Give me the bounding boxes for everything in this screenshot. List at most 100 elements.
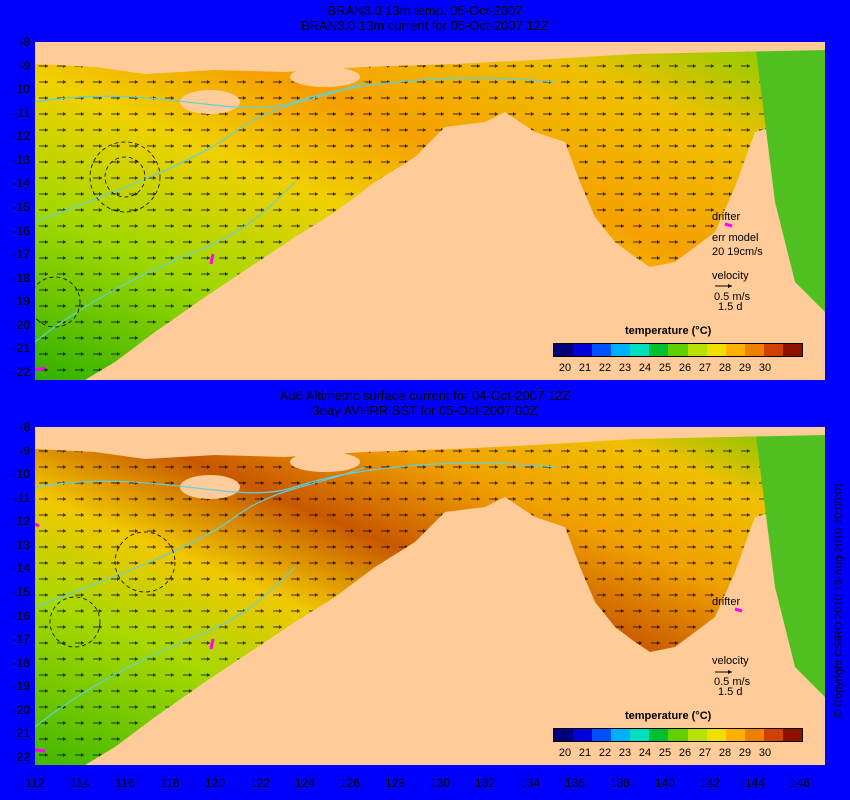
y-tick-label: -16 xyxy=(12,608,30,623)
y-tick-label: -21 xyxy=(12,726,30,741)
y-tick-label: -14 xyxy=(12,176,30,191)
x-tick-label: 120 xyxy=(204,776,226,790)
copyright-text: © Copyright CSIRO 2010 13-Aug-2010 20:05… xyxy=(833,481,846,719)
bottom-map-svg xyxy=(35,427,825,765)
depth-contour xyxy=(35,466,366,608)
northern-islands xyxy=(35,42,825,74)
velocity-scale: 0.5 m/s xyxy=(714,676,751,688)
err-value: 20 19cm/s xyxy=(712,246,763,258)
colorbar-tick-label: 22 xyxy=(598,362,612,374)
colorbar-segment xyxy=(687,344,707,356)
y-tick-label: -10 xyxy=(12,82,30,97)
y-tick-label: -13 xyxy=(12,152,30,167)
colorbar-tick-label: 20 xyxy=(558,747,572,759)
colorbar-segment xyxy=(554,729,574,741)
y-tick-label: -18 xyxy=(12,655,30,670)
x-tick-label: 132 xyxy=(474,776,496,790)
y-tick-label: -20 xyxy=(12,702,30,717)
x-tick-label: 140 xyxy=(654,776,676,790)
y-tick-label: -13 xyxy=(12,537,30,552)
colorbar-segment xyxy=(782,729,803,741)
colorbar-segment xyxy=(725,344,745,356)
colorbar-segment xyxy=(630,344,650,356)
colorbar-tick-label: 20 xyxy=(558,362,572,374)
colorbar-tick-label: 30 xyxy=(758,362,772,374)
x-tick-label: 146 xyxy=(789,776,811,790)
eddy xyxy=(89,141,161,213)
colorbar-tick-label: 21 xyxy=(578,362,592,374)
top-title-2: BRAN3.0 13m current for 05-Oct-2007 12Z xyxy=(301,18,549,33)
depth-contour xyxy=(35,462,556,494)
x-tick-label: 118 xyxy=(160,776,180,790)
y-tick-label: -12 xyxy=(12,514,30,529)
colorbar xyxy=(553,343,803,357)
y-tick-label: -20 xyxy=(12,317,30,332)
colorbar-tick-label: 29 xyxy=(738,362,752,374)
y-tick-label: -17 xyxy=(12,632,30,647)
colorbar-ticks: 20 21 22 23 24 25 26 27 28 29 30 xyxy=(555,362,775,374)
eddy xyxy=(114,531,176,593)
y-tick-label: -15 xyxy=(12,200,30,214)
colorbar-segment xyxy=(649,344,669,356)
err-label: err model xyxy=(712,232,759,244)
drifter-track xyxy=(209,253,215,265)
x-tick-label: 130 xyxy=(429,776,451,790)
coral-sea-region xyxy=(755,42,825,312)
colorbar-tick-label: 24 xyxy=(638,747,652,759)
copyright-notice: © Copyright CSIRO 2010 13-Aug-2010 20:05… xyxy=(828,420,850,780)
y-tick-label: -8 xyxy=(19,420,30,434)
x-tick-label: 116 xyxy=(115,776,135,790)
coral-sea-region xyxy=(755,427,825,697)
x-tick-label: 134 xyxy=(519,776,541,790)
velocity-label: velocity xyxy=(712,270,749,282)
eddy xyxy=(35,276,81,328)
y-tick-label: -9 xyxy=(19,58,30,73)
top-map[interactable] xyxy=(35,42,825,380)
depth-contour xyxy=(35,181,296,343)
y-tick-label: -22 xyxy=(12,365,30,379)
colorbar-segment xyxy=(649,729,669,741)
island xyxy=(180,475,240,499)
colorbar xyxy=(553,728,803,742)
depth-contour xyxy=(35,566,296,728)
velocity-scale-arrow-head xyxy=(728,284,732,288)
colorbar-tick-label: 22 xyxy=(598,747,612,759)
drifter-label: drifter xyxy=(712,211,741,223)
colorbar-segment xyxy=(706,344,726,356)
colorbar-segment xyxy=(725,729,745,741)
colorbar-tick-label: 25 xyxy=(658,747,672,759)
depth-contour xyxy=(35,77,556,109)
colorbar-tick-label: 23 xyxy=(618,747,632,759)
colorbar-ticks: 20 21 22 23 24 25 26 27 28 29 30 xyxy=(555,747,775,759)
colorbar-segment xyxy=(763,729,783,741)
bottom-map[interactable] xyxy=(35,427,825,765)
drifter-track xyxy=(209,638,215,650)
colorbar-tick-label: 28 xyxy=(718,362,732,374)
colorbar-title: temperature (°C) xyxy=(625,710,712,722)
x-tick-label: 142 xyxy=(699,776,721,790)
colorbar-segment xyxy=(592,344,612,356)
eddy xyxy=(104,156,146,198)
x-tick-label: 114 xyxy=(70,776,90,790)
colorbar-segment xyxy=(782,344,803,356)
colorbar-tick-label: 29 xyxy=(738,747,752,759)
drifter-label: drifter xyxy=(712,596,741,608)
drifter-track xyxy=(35,748,46,753)
island xyxy=(180,90,240,114)
velocity-label: velocity xyxy=(712,655,749,667)
colorbar-segment xyxy=(668,729,688,741)
y-tick-label: -19 xyxy=(12,679,30,694)
x-tick-label: 128 xyxy=(384,776,406,790)
bottom-title-2: 3day AVHRR SST for 05-Oct-2007 00Z xyxy=(312,403,538,418)
y-tick-label: -18 xyxy=(12,270,30,285)
colorbar-tick-label: 28 xyxy=(718,747,732,759)
y-tick-label: -14 xyxy=(12,561,30,576)
x-tick-label: 138 xyxy=(609,776,631,790)
colorbar-tick-label: 23 xyxy=(618,362,632,374)
colorbar-tick-label: 21 xyxy=(578,747,592,759)
australia-landmass xyxy=(85,497,825,765)
island xyxy=(290,67,360,87)
x-tick-label: 144 xyxy=(744,776,766,790)
northern-islands xyxy=(35,427,825,459)
colorbar-tick-label: 25 xyxy=(658,362,672,374)
